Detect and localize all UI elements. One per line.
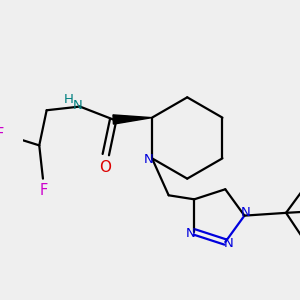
Text: O: O xyxy=(99,160,111,175)
Text: N: N xyxy=(241,206,250,219)
Polygon shape xyxy=(113,115,152,124)
Text: N: N xyxy=(224,237,234,250)
Text: F: F xyxy=(40,183,48,198)
Text: N: N xyxy=(72,99,82,112)
Text: F: F xyxy=(0,127,4,142)
Text: H: H xyxy=(64,93,74,106)
Text: N: N xyxy=(186,227,196,240)
Text: N: N xyxy=(143,153,153,166)
